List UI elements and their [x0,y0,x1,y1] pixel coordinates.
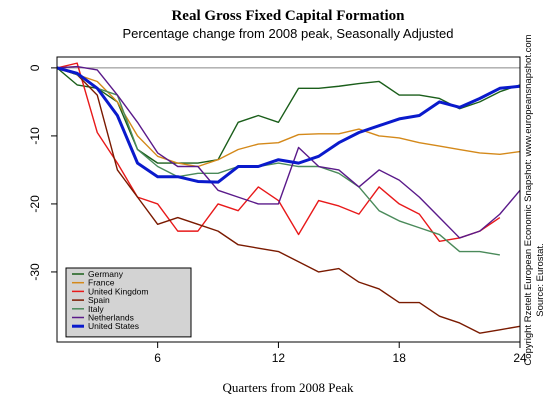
y-tick-label: -10 [28,127,42,145]
legend-label: Netherlands [88,313,134,323]
x-tick-label: 18 [393,351,407,365]
x-tick-label: 6 [154,351,161,365]
series-line [56,67,521,334]
y-tick-label: -20 [28,195,42,213]
x-tick-label: 12 [272,351,286,365]
source-note: Source: Eurostat. [535,243,546,316]
chart-title: Real Gross Fixed Capital Formation [171,8,405,24]
legend-label: France [88,278,115,288]
copyright-note: Copyright Rzetelt European Economic Snap… [523,34,534,365]
x-tick-label: 24 [513,351,527,365]
legend-label: Spain [88,295,110,305]
legend-label: Italy [88,304,104,314]
series-line [56,66,521,184]
series-line [56,62,501,243]
legend-label: Germany [88,269,124,279]
series-line [56,67,500,256]
x-axis-label: Quarters from 2008 Peak [222,380,354,395]
legend-label: United Kingdom [88,286,148,296]
chart-subtitle: Percentage change from 2008 peak, Season… [122,26,453,41]
series-line [56,67,521,168]
y-tick-label: -30 [28,263,42,281]
y-tick-label: 0 [28,64,42,71]
legend-box [65,267,192,338]
plot-frame [56,56,521,343]
series-line [56,65,521,239]
legend-label: United States [88,321,139,331]
series-line [56,67,521,164]
